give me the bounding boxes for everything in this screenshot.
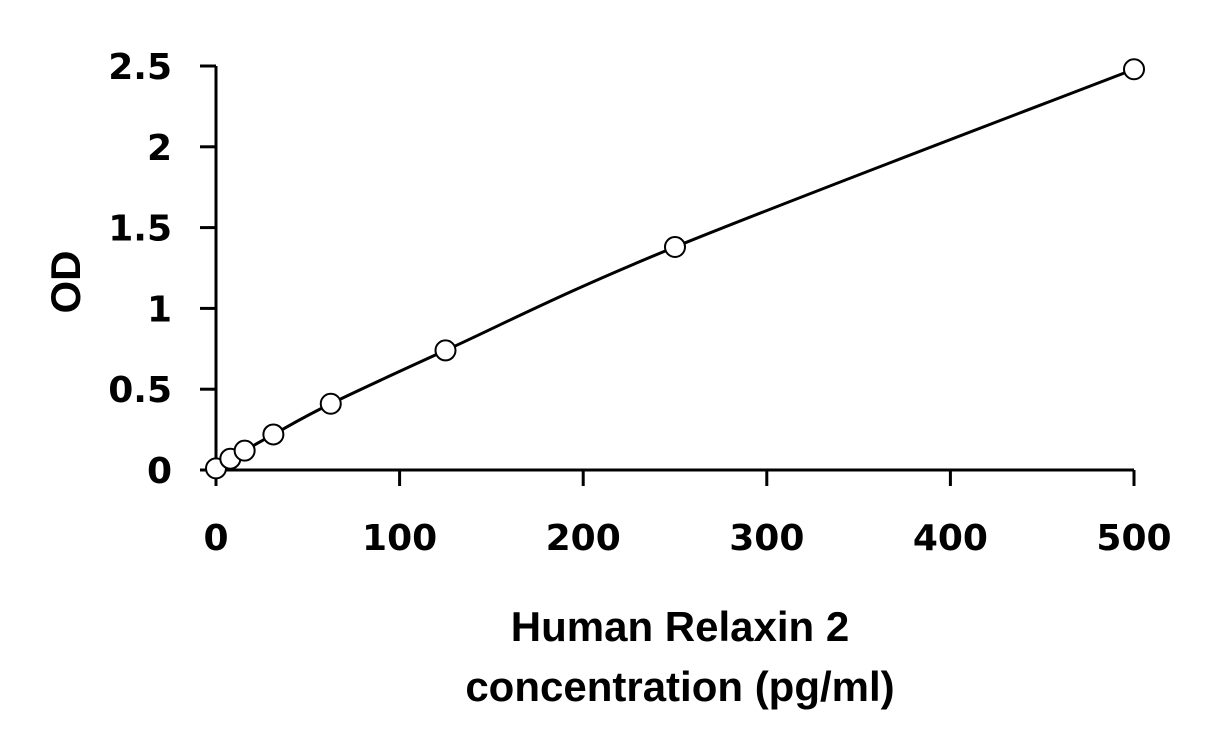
y-tick-label-4: 2 [147, 128, 172, 169]
data-point-5 [434, 339, 457, 362]
data-point-7 [1123, 58, 1145, 81]
y-tick-label-3: 1.5 [108, 209, 172, 250]
x-tick-label-1: 100 [362, 518, 437, 559]
x-tick-label-2: 200 [546, 518, 621, 559]
data-point-4 [319, 392, 342, 415]
x-axis-title-line-1: Human Relaxin 2 [511, 603, 849, 650]
x-tick-label-0: 0 [203, 518, 228, 559]
data-point-6 [664, 235, 686, 258]
y-tick-label-0: 0 [147, 451, 172, 492]
y-axis-title: OD [42, 251, 89, 314]
points-layer [205, 58, 1145, 480]
x-axis-title-line-2: concentration (pg/ml) [465, 663, 894, 710]
x-tick-label-5: 500 [1096, 518, 1171, 559]
fit-layer [215, 67, 1135, 470]
axes-layer [214, 66, 1134, 472]
y-tick-label-5: 2.5 [108, 47, 172, 88]
series-0-fit-line [215, 67, 1135, 470]
ticks-layer: 0 0.5 1 1.5 2 2.5 0 100 200 300 400 500 [108, 47, 1171, 559]
x-tick-label-4: 400 [913, 518, 988, 559]
x-tick-label-3: 300 [729, 518, 804, 559]
data-point-2 [233, 439, 256, 462]
y-tick-label-2: 1 [147, 289, 172, 330]
y-tick-label-1: 0.5 [108, 370, 172, 411]
data-point-3 [262, 423, 285, 446]
